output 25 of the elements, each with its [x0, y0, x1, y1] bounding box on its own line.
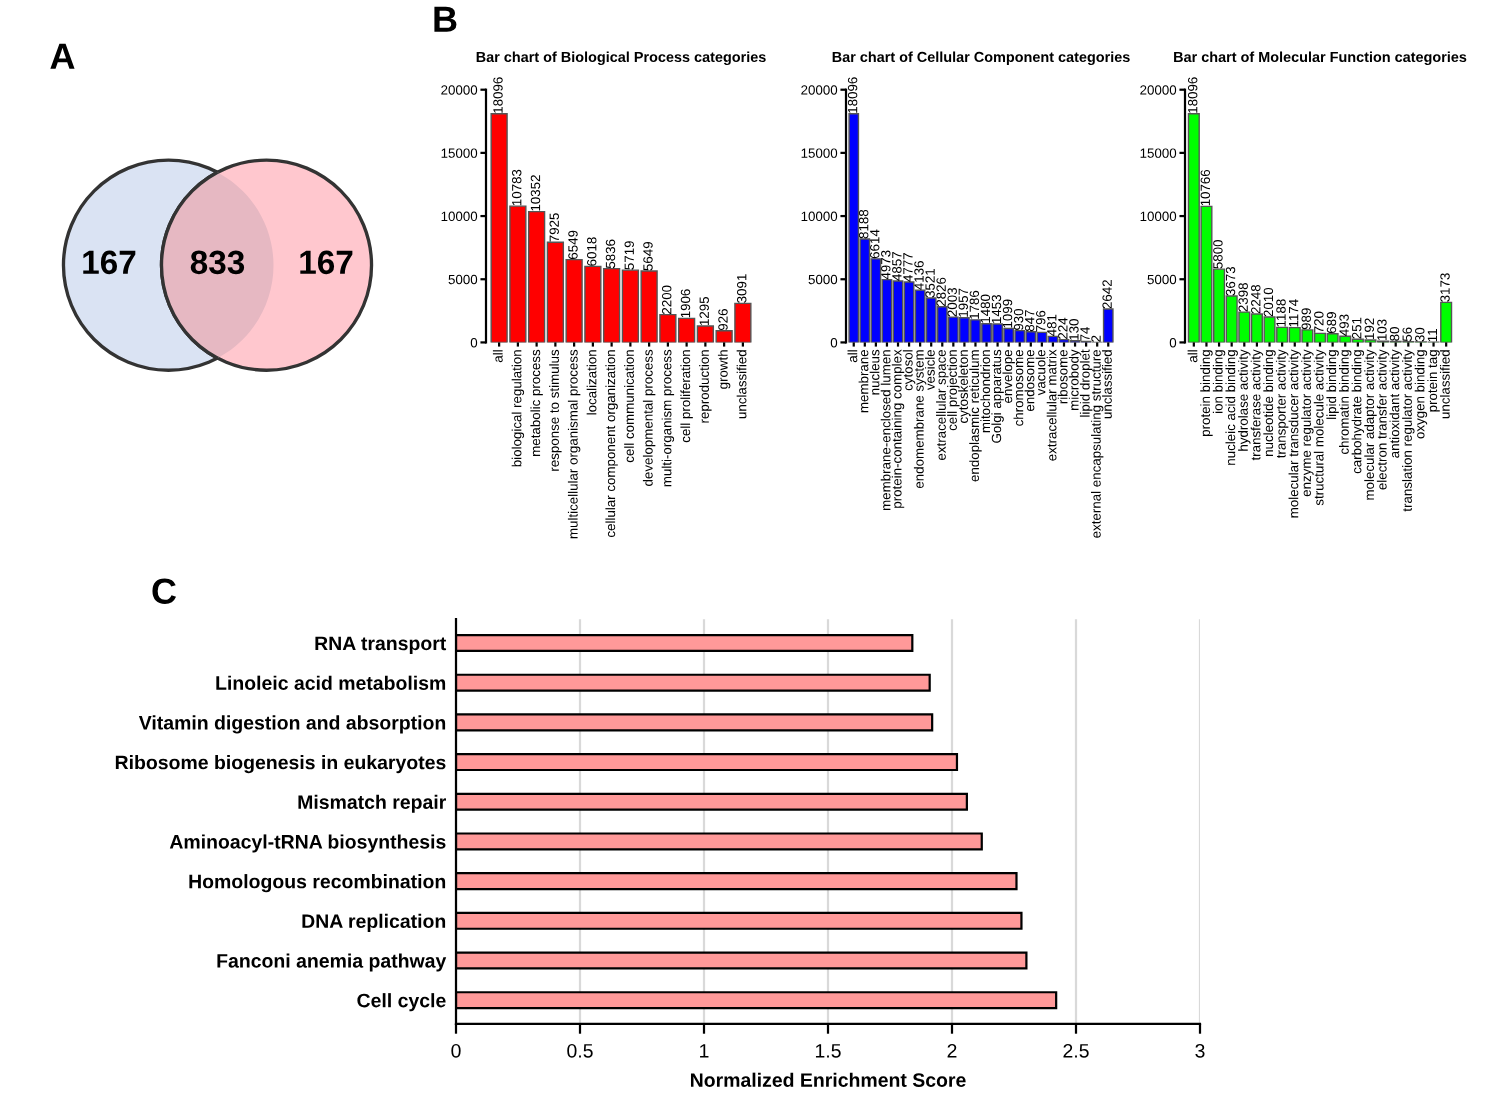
- text: A: [50, 43, 75, 69]
- x-axis-title: Normalized Enrichment Score: [691, 1072, 966, 1087]
- y-tick-label: Mismatch repair: [298, 794, 446, 813]
- y-tick-label: Aminoacyl-tRNA biosynthesis: [169, 834, 446, 853]
- text: C: [152, 578, 177, 604]
- x-tick-label: 0.5: [567, 1043, 593, 1058]
- bar: [1102, 308, 1114, 343]
- data-label: 833: [190, 250, 245, 275]
- y-tick-label: Cell cycle: [357, 993, 446, 1012]
- y-tick-label: Vitamin digestion and absorption: [138, 715, 446, 734]
- x-tick-label: 2.5: [1063, 1043, 1089, 1058]
- y-tick-label: RNA transport: [315, 636, 447, 655]
- x-tick-label: 2: [947, 1043, 957, 1058]
- x-tick-label: 3: [1195, 1043, 1205, 1058]
- x-tick-label: 1: [700, 1044, 709, 1058]
- data-label: 167: [83, 250, 136, 275]
- bar: [1440, 301, 1453, 343]
- y-tick-label: Fanconi anemia pathway: [217, 953, 447, 972]
- text: B: [434, 6, 457, 32]
- y-tick-label: Ribosome biogenesis in eukaryotes: [115, 755, 446, 774]
- data-label: 167: [300, 250, 353, 275]
- x-tick-label: 1.5: [815, 1044, 841, 1058]
- y-tick-label: Homologous recombination: [189, 874, 446, 893]
- y-tick-label: DNA replication: [302, 913, 446, 932]
- y-tick-label: Linoleic acid metabolism: [216, 675, 446, 690]
